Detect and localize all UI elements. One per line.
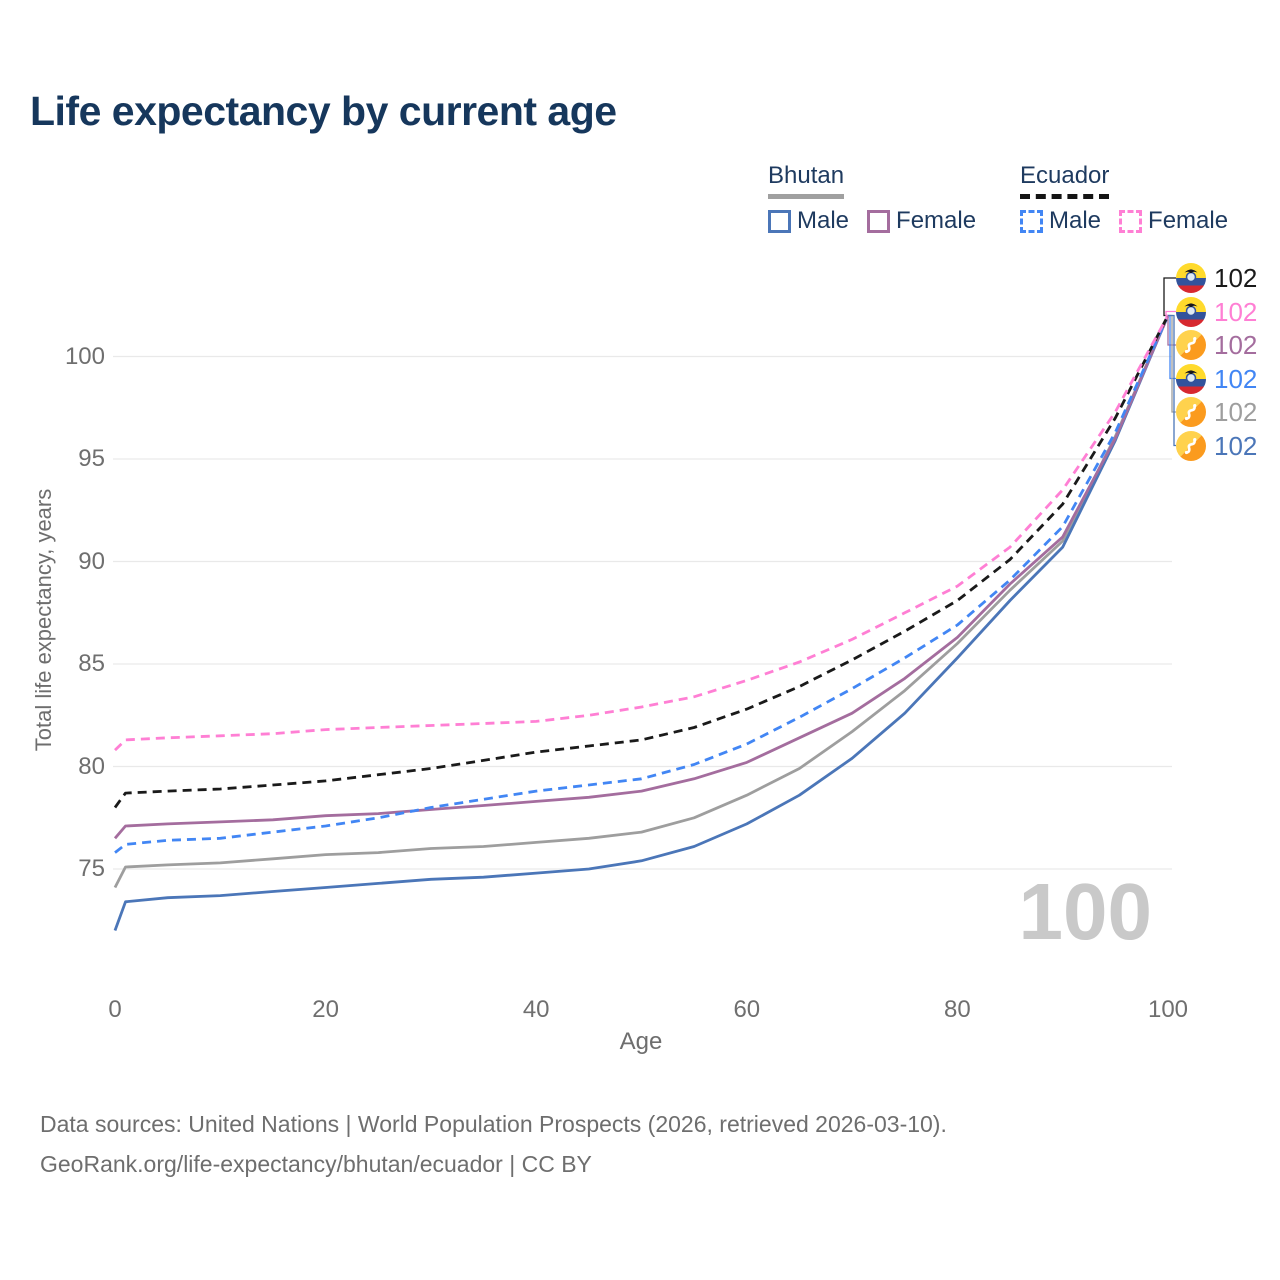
legend-item-ecuador-female[interactable]: Female bbox=[1119, 207, 1228, 235]
series-line-ecuador_both[interactable] bbox=[113, 314, 1170, 809]
bhutan-flag-icon bbox=[1176, 430, 1206, 461]
series-line-bhutan_male[interactable] bbox=[113, 314, 1170, 931]
source-url-text[interactable]: GeoRank.org/life-expectancy/bhutan/ecuad… bbox=[40, 1151, 592, 1177]
ecuador-flag-icon bbox=[1176, 363, 1206, 394]
legend-group-ecuador: Ecuador Male Female bbox=[1020, 162, 1228, 235]
legend-item-bhutan-male[interactable]: Male bbox=[768, 207, 849, 235]
page-title: Life expectancy by current age bbox=[30, 88, 617, 134]
legend-item-ecuador-male[interactable]: Male bbox=[1020, 207, 1101, 235]
leader-line-ecuador_female bbox=[1165, 310, 1176, 317]
legend-label: Female bbox=[1148, 207, 1229, 234]
endpoint-annotation-ecuador_male[interactable]: 102 bbox=[1176, 363, 1258, 394]
data-sources-text: Data sources: United Nations | World Pop… bbox=[40, 1111, 947, 1137]
y-tick-80: 80 bbox=[78, 752, 105, 780]
ecuador-flag-icon bbox=[1176, 263, 1206, 293]
x-tick-60: 60 bbox=[733, 996, 761, 1023]
y-tick-75: 75 bbox=[78, 855, 105, 882]
leader-line-bhutan_male bbox=[1168, 314, 1176, 447]
x-tick-40: 40 bbox=[522, 996, 550, 1023]
legend-swatch bbox=[867, 209, 891, 233]
legend-swatch bbox=[1119, 209, 1143, 233]
endpoint-value-ecuador_female: 102 bbox=[1214, 296, 1258, 327]
legend-country-bhutan[interactable]: Bhutan bbox=[768, 162, 845, 199]
endpoint-annotation-bhutan_female[interactable]: 102 bbox=[1176, 330, 1257, 360]
age-watermark: 100 bbox=[1018, 867, 1152, 956]
endpoint-annotation-ecuador_both[interactable]: 102 bbox=[1176, 263, 1257, 293]
y-tick-100: 100 bbox=[64, 342, 105, 370]
legend-label: Male bbox=[1049, 207, 1102, 234]
series-line-ecuador_female[interactable] bbox=[114, 314, 1170, 752]
series-line-ecuador_male[interactable] bbox=[114, 314, 1170, 854]
leader-line-ecuador_both bbox=[1163, 277, 1176, 317]
endpoint-value-bhutan_both: 102 bbox=[1214, 397, 1258, 427]
legend-label: Female bbox=[896, 207, 977, 234]
y-axis-title: Total life expectancy, years bbox=[31, 488, 56, 752]
legend-swatch bbox=[768, 209, 791, 233]
x-tick-80: 80 bbox=[944, 996, 971, 1023]
series-line-bhutan_female[interactable] bbox=[113, 314, 1170, 840]
leader-line-bhutan_both bbox=[1168, 314, 1176, 413]
x-tick-100: 100 bbox=[1147, 996, 1189, 1023]
ecuador-flag-icon bbox=[1176, 296, 1206, 327]
leader-line-bhutan_female bbox=[1167, 315, 1176, 346]
legend-item-bhutan-female[interactable]: Female bbox=[867, 207, 976, 235]
x-tick-20: 20 bbox=[312, 996, 339, 1023]
y-tick-85: 85 bbox=[78, 650, 105, 677]
legend-group-bhutan: Bhutan Male Female bbox=[768, 162, 976, 235]
x-tick-0: 0 bbox=[108, 996, 122, 1023]
y-tick-95: 95 bbox=[78, 445, 105, 472]
endpoint-value-ecuador_male: 102 bbox=[1214, 363, 1258, 394]
legend-swatch bbox=[1020, 209, 1043, 233]
x-axis-title: Age bbox=[619, 1028, 663, 1055]
endpoint-annotation-bhutan_male[interactable]: 102 bbox=[1176, 430, 1258, 461]
series-line-bhutan_both[interactable] bbox=[113, 314, 1170, 889]
endpoint-value-bhutan_male: 102 bbox=[1214, 430, 1258, 461]
bhutan-flag-icon bbox=[1176, 330, 1206, 360]
endpoint-value-ecuador_both: 102 bbox=[1214, 263, 1258, 293]
footer: Data sources: United Nations | World Pop… bbox=[40, 1104, 947, 1184]
endpoint-annotation-bhutan_both[interactable]: 102 bbox=[1176, 397, 1257, 427]
y-tick-90: 90 bbox=[78, 547, 105, 575]
bhutan-flag-icon bbox=[1176, 397, 1206, 427]
endpoint-annotation-ecuador_female[interactable]: 102 bbox=[1176, 296, 1258, 327]
legend-country-ecuador[interactable]: Ecuador bbox=[1020, 162, 1110, 199]
legend-label: Male bbox=[797, 207, 850, 234]
endpoint-value-bhutan_female: 102 bbox=[1214, 330, 1258, 360]
